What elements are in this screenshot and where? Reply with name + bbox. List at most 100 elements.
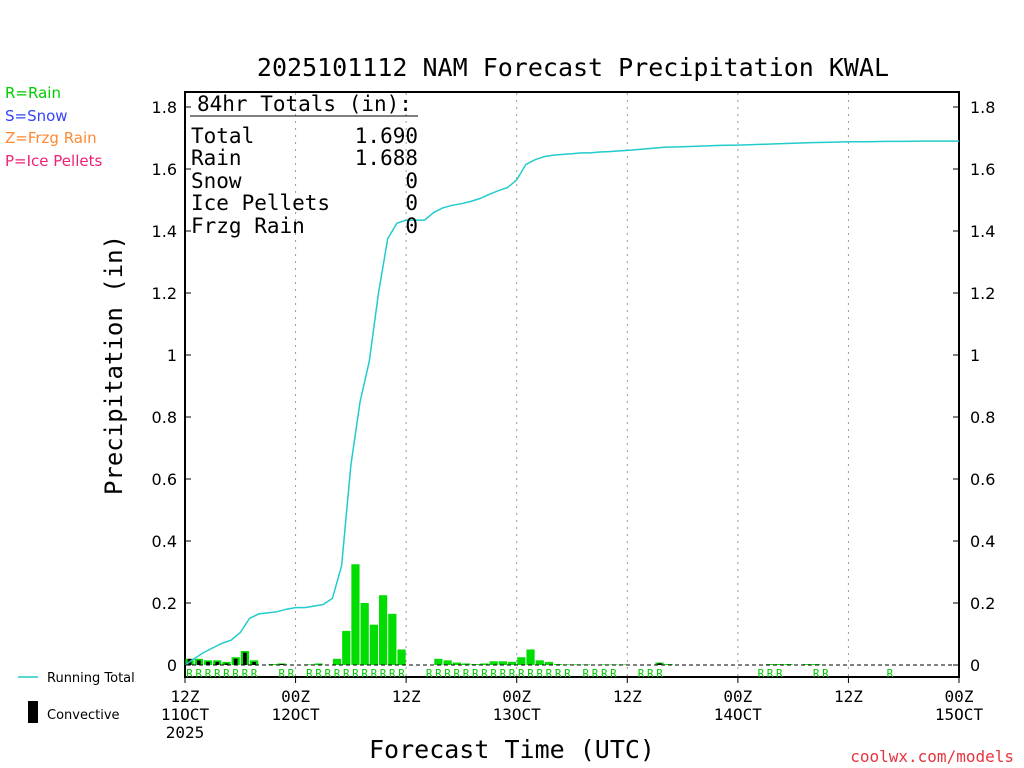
precip-type-mark: R [500,667,507,680]
y-tick-label-right: 1.8 [970,98,995,117]
precip-bar [535,660,544,665]
plot-frame [184,91,960,678]
x-tick-label-year: 2025 [166,723,205,742]
x-tick-label-date: 14OCT [714,705,763,724]
precip-bar [600,664,609,665]
convective-bars [187,652,662,665]
precip-bar [360,603,369,665]
precip-type-mark: R [813,667,820,680]
precip-type-mark: R [887,667,894,680]
x-tick-label-time: 00Z [723,687,752,706]
precip-type-mark: R [481,667,488,680]
precip-type-mark: R [610,667,617,680]
precip-bar [452,662,461,665]
y-axis-ticks: 0 00.2 0.20.4 0.40.6 0.60.8 0.81 11.2 1.21.4 1.4… [152,98,996,675]
y-tick-label-left: 0.4 [152,532,177,551]
precip-bar [489,661,498,665]
precip-type-mark: R [583,667,590,680]
precip-type-mark: R [472,667,479,680]
precip-bars [185,564,821,665]
totals-value-ice-pellets: 0 [405,191,418,215]
totals-label-rain: Rain [191,146,242,170]
precip-type-mark: R [315,667,322,680]
precip-type-mark: R [592,667,599,680]
precip-bar [572,664,581,665]
credit-text: coolwx.com/models [850,747,1014,766]
precip-type-mark: R [205,667,212,680]
legend-convective: Convective [47,708,120,723]
precip-bar [388,613,397,665]
precip-bar [434,658,443,665]
precip-type-mark: R [647,667,654,680]
precip-type-mark: R [371,667,378,680]
precip-type-mark: R [242,667,249,680]
y-tick-label-left: 0.8 [152,408,177,427]
x-tick-label-time: 12Z [392,687,421,706]
precip-type-mark: R [822,667,829,680]
precip-type-mark: R [196,667,203,680]
convective-bar [206,661,210,665]
y-tick-label-left: 0 [167,656,177,675]
x-tick-label-time: 12Z [171,687,200,706]
precip-bar [480,663,489,665]
totals-value-total: 1.690 [355,124,418,148]
precip-bar [775,664,784,665]
precip-type-mark: R [555,667,562,680]
precip-type-mark: R [288,667,295,680]
precip-bar [379,595,388,665]
totals-header: 84hr Totals (in): [197,92,412,116]
y-tick-label-right: 0.6 [970,470,995,489]
precip-type-mark: R [758,667,765,680]
precip-bar [544,661,554,665]
x-tick-label-time: 00Z [502,687,531,706]
convective-bar [196,660,201,665]
precip-bar [397,649,406,665]
y-tick-label-right: 1.2 [970,284,995,303]
totals-label-total: Total [191,124,254,148]
precip-type-mark: R [601,667,608,680]
precip-type-mark: R [352,667,359,680]
totals-value-snow: 0 [405,169,418,193]
precip-type-mark: R [454,667,461,680]
y-tick-label-left: 1.4 [152,222,177,241]
precip-type-mark: R [186,667,193,680]
totals-value-frzg-rain: 0 [405,214,418,238]
precip-type-mark: R [380,667,387,680]
precip-type-mark: R [490,667,497,680]
precip-type-mark: R [389,667,396,680]
y-tick-label-left: 1.2 [152,284,177,303]
precip-bar [498,661,507,665]
x-tick-label-date: 12OCT [271,705,320,724]
x-tick-label-time: 00Z [281,687,310,706]
precip-type-mark: R [536,667,543,680]
y-tick-label-right: 1 [970,346,980,365]
precip-type-mark: R [232,667,239,680]
precip-bar [342,630,351,665]
running-total-series [184,140,959,666]
precip-type-legend: R=Rain S=Snow Z=Frzg Rain P=Ice Pellets [5,82,102,172]
precip-type-mark: R [546,667,553,680]
x-tick-label-time: 12Z [834,687,863,706]
legend-rain: R=Rain [5,84,61,102]
precip-type-mark: R [361,667,368,680]
precip-type-mark: R [776,667,783,680]
x-tick-label-time: 00Z [945,687,974,706]
totals-label-snow: Snow [191,169,242,193]
precip-type-mark: R [334,667,341,680]
precip-type-mark: R [214,667,221,680]
legend-convective-swatch [28,701,38,723]
x-tick-label-date: 13OCT [493,705,542,724]
precip-bar [766,664,775,665]
precip-type-mark: R [564,667,571,680]
x-tick-label-date: 11OCT [161,705,210,724]
precip-type-mark: R [306,667,313,680]
convective-bar [657,663,662,665]
precip-type-mark: R [518,667,525,680]
convective-bar [279,664,284,665]
y-tick-label-left: 1 [167,346,177,365]
precip-bar [305,664,314,665]
precip-type-mark: R [251,667,258,680]
precip-type-mark: R [527,667,534,680]
